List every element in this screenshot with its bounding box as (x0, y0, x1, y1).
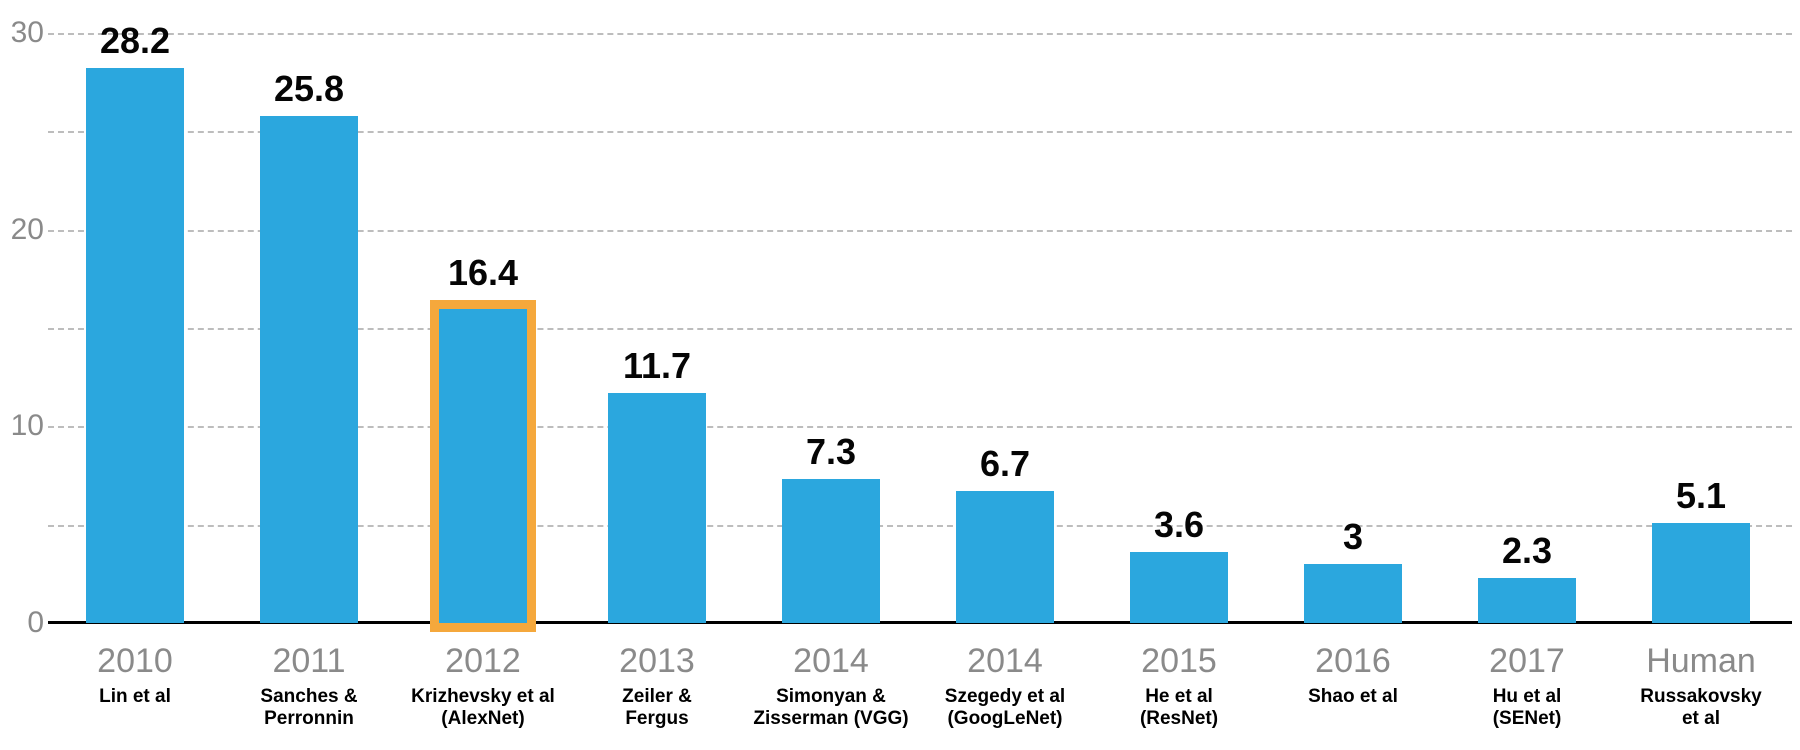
bar-group: 5.1 Human Russakovsky et al (1614, 33, 1788, 750)
y-axis-tick-label: 0 (27, 606, 44, 639)
x-axis-author-label: Lin et al (99, 686, 171, 707)
x-axis-author-label: Shao et al (1308, 686, 1398, 707)
bar (430, 300, 536, 632)
bar-group: 28.2 2010 Lin et al (48, 22, 222, 750)
bar-group: 6.7 2014 Szegedy et al (GoogLeNet) (918, 33, 1092, 750)
x-axis-year-label: 2017 (1489, 642, 1565, 680)
bar-value-label: 3 (1342, 516, 1364, 557)
x-axis-year-label: Human (1646, 642, 1756, 680)
bar (260, 115, 358, 623)
gridline-10 (48, 426, 1792, 429)
x-axis-author-label: Zeiler & Fergus (622, 686, 692, 729)
x-axis-label: 2017 Hu et al (SENet) (1430, 641, 1624, 730)
x-axis-year-label: 2012 (445, 642, 521, 680)
x-axis-year-label: 2010 (97, 642, 173, 680)
x-axis-label: 2016 Shao et al (1256, 641, 1450, 708)
x-axis-label: 2015 He et al (ResNet) (1082, 641, 1276, 730)
y-axis-tick-label: 30 (10, 16, 44, 49)
bar-value-label: 28.2 (99, 20, 171, 62)
x-axis-author-label: Russakovsky et al (1640, 686, 1762, 729)
gridline-30 (48, 33, 1792, 35)
x-axis-year-label: 2014 (967, 642, 1043, 680)
bar-group: 2.3 2017 Hu et al (SENet) (1440, 33, 1614, 750)
plot-area (48, 33, 1792, 623)
bar-group: 3 2016 Shao et al (1266, 33, 1440, 750)
x-axis-year-label: 2013 (619, 642, 695, 680)
bar (956, 491, 1054, 623)
bar-group: 25.8 2011 Sanches & Perronnin (222, 33, 396, 750)
bar-value-label: 25.8 (273, 67, 345, 109)
x-axis-author-label: Szegedy et al (GoogLeNet) (944, 686, 1066, 729)
x-axis-author-label: Krizhevsky et al (AlexNet) (411, 686, 555, 729)
x-axis-label: 2013 Zeiler & Fergus (560, 641, 754, 730)
bar-value-label: 16.4 (447, 252, 519, 294)
x-axis-year-label: 2014 (793, 642, 869, 680)
bar-value-label: 2.3 (1501, 529, 1553, 571)
bar-value-label: 3.6 (1153, 504, 1205, 546)
x-axis-year-label: 2016 (1315, 642, 1391, 680)
bar-value-label: 5.1 (1675, 474, 1727, 516)
y-axis-tick-label: 10 (10, 409, 44, 443)
gridline-5 (48, 524, 1792, 527)
bar-group: 11.7 2013 Zeiler & Fergus (570, 33, 744, 750)
bar (782, 479, 880, 623)
x-axis-author-label: Hu et al (SENet) (1492, 686, 1562, 729)
bar-group: 3.6 2015 He et al (ResNet) (1092, 33, 1266, 750)
x-axis-label: Human Russakovsky et al (1604, 641, 1798, 730)
gridline-25 (48, 131, 1792, 134)
x-axis-author-label: He et al (ResNet) (1139, 686, 1219, 729)
x-axis-label: 2012 Krizhevsky et al (AlexNet) (386, 641, 580, 730)
bar (86, 68, 184, 623)
y-axis-tick-label: 20 (10, 212, 44, 246)
bar-value-label: 11.7 (622, 344, 692, 386)
bar-group: 7.3 2014 Simonyan & Zisserman (VGG) (744, 33, 918, 750)
x-axis-author-label: Simonyan & Zisserman (VGG) (753, 686, 909, 729)
bar (1130, 552, 1228, 623)
bar (1304, 564, 1402, 623)
bar (1652, 522, 1750, 623)
x-axis-label: 2014 Simonyan & Zisserman (VGG) (734, 641, 928, 730)
bar-groups: 28.2 2010 Lin et al 25.8 2011 Sanches & … (48, 22, 1788, 750)
bar (608, 392, 706, 623)
x-axis-author-label: Sanches & Perronnin (260, 686, 358, 729)
bar (1478, 577, 1576, 623)
gridline-15 (48, 328, 1792, 330)
x-axis-year-label: 2015 (1141, 642, 1217, 680)
x-axis-year-label: 2011 (272, 642, 346, 680)
bar-value-label: 6.7 (979, 443, 1031, 485)
bar-value-label: 7.3 (805, 431, 857, 473)
x-axis-line (48, 621, 1792, 624)
gridline-20 (48, 229, 1792, 232)
x-axis-label: 2010 Lin et al (38, 641, 232, 708)
bar-group: 16.4 2012 Krizhevsky et al (AlexNet) (396, 33, 570, 750)
x-axis-label: 2011 Sanches & Perronnin (212, 641, 406, 730)
x-axis-label: 2014 Szegedy et al (GoogLeNet) (908, 641, 1102, 730)
